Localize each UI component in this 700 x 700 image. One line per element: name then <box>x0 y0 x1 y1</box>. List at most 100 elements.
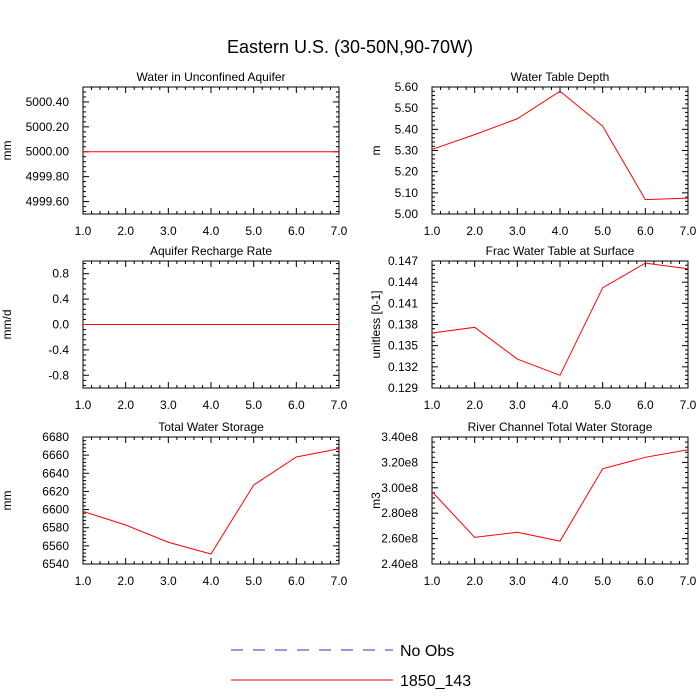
figure-title: Eastern U.S. (30-50N,90-70W) <box>227 37 473 57</box>
chart-panel-3: Aquifer Recharge Rate mm/d 1.0 2.0 3.0 4.0 5.0… <box>0 244 348 412</box>
y-tick-label: 4999.80 <box>26 170 70 184</box>
y-tick-label: 6560 <box>42 539 69 553</box>
chart-panel-4: Frac Water Table at Surface unitless [0-1… <box>369 244 697 412</box>
x-tick-label: 1.0 <box>424 574 441 588</box>
y-tick-label: 2.40e8 <box>381 557 418 571</box>
x-tick-label: 1.0 <box>424 398 441 412</box>
y-axis-label: unitless [0-1] <box>369 290 383 358</box>
legend: No Obs 1850_143 <box>231 643 471 690</box>
series-line-1850_143 <box>431 90 689 201</box>
y-tick-label: -0.8 <box>48 368 69 382</box>
chart-panel-2: Water Table Depth m 1.0 2.0 3.0 4.0 5.0 6.0 7.0 5… <box>369 70 697 238</box>
series-line-1850_143 <box>431 449 689 542</box>
y-tick-label: 5000.00 <box>26 145 70 159</box>
panel-title: Aquifer Recharge Rate <box>150 244 272 258</box>
x-tick-label: 4.0 <box>552 224 569 238</box>
x-tick-label: 3.0 <box>509 224 526 238</box>
x-tick-label: 7.0 <box>331 224 348 238</box>
y-tick-label: 4999.60 <box>26 195 70 209</box>
y-tick-label: 6640 <box>42 466 69 480</box>
x-tick-label: 3.0 <box>509 574 526 588</box>
legend-label-1850-143: 1850_143 <box>400 673 471 690</box>
x-tick-label: 1.0 <box>424 224 441 238</box>
y-tick-label: 0.147 <box>388 254 418 268</box>
x-tick-label: 2.0 <box>117 398 134 412</box>
x-tick-label: 5.0 <box>594 398 611 412</box>
panel-title: Water in Unconfined Aquifer <box>137 70 286 84</box>
x-tick-label: 6.0 <box>637 398 654 412</box>
y-tick-label: 5.30 <box>395 144 419 158</box>
y-tick-label: 5.50 <box>395 101 419 115</box>
y-tick-label: 3.40e8 <box>381 430 418 444</box>
panel-title: Frac Water Table at Surface <box>486 244 635 258</box>
panels-group: Water in Unconfined Aquifer mm 1.0 2.0 3.0 4.… <box>0 70 697 588</box>
y-axis-label: mm <box>0 141 14 161</box>
x-tick-label: 5.0 <box>245 574 262 588</box>
y-tick-label: 0.132 <box>388 360 418 374</box>
y-axis-label: m3 <box>369 492 383 509</box>
x-tick-label: 7.0 <box>680 224 697 238</box>
y-tick-label: 3.20e8 <box>381 455 418 469</box>
x-tick-label: 3.0 <box>509 398 526 412</box>
y-axis-label: mm <box>0 491 14 511</box>
x-tick-label: 6.0 <box>637 224 654 238</box>
y-tick-label: 0.144 <box>388 275 418 289</box>
x-tick-label: 7.0 <box>680 398 697 412</box>
x-tick-label: 6.0 <box>288 574 305 588</box>
series-line-1850_143 <box>431 262 689 376</box>
y-tick-label: 6600 <box>42 503 69 517</box>
x-tick-label: 7.0 <box>680 574 697 588</box>
y-tick-label: 0.8 <box>52 267 69 281</box>
x-tick-label: 6.0 <box>637 574 654 588</box>
legend-label-no-obs: No Obs <box>400 643 454 660</box>
x-tick-label: 2.0 <box>117 574 134 588</box>
chart-panel-6: River Channel Total Water Storage m3 1.0 2.… <box>369 420 697 588</box>
y-tick-label: 5.60 <box>395 80 419 94</box>
x-tick-label: 4.0 <box>203 574 220 588</box>
y-tick-label: 5.20 <box>395 165 419 179</box>
y-tick-label: 5000.20 <box>26 120 70 134</box>
panel-title: Water Table Depth <box>511 70 610 84</box>
x-tick-label: 3.0 <box>160 398 177 412</box>
plot-frame <box>82 86 340 215</box>
plot-frame <box>431 260 689 389</box>
x-tick-label: 1.0 <box>75 224 92 238</box>
y-tick-label: 6660 <box>42 448 69 462</box>
x-tick-label: 1.0 <box>75 574 92 588</box>
y-tick-label: 6580 <box>42 521 69 535</box>
x-tick-label: 3.0 <box>160 574 177 588</box>
x-tick-label: 5.0 <box>245 398 262 412</box>
y-tick-label: 0.129 <box>388 381 418 395</box>
x-tick-label: 5.0 <box>245 224 262 238</box>
panel-title: River Channel Total Water Storage <box>468 420 653 434</box>
y-tick-label: 3.00e8 <box>381 481 418 495</box>
x-tick-label: 4.0 <box>552 574 569 588</box>
y-tick-label: 5.00 <box>395 207 419 221</box>
x-tick-label: 1.0 <box>75 398 92 412</box>
y-tick-label: 2.80e8 <box>381 506 418 520</box>
y-tick-label: 0.0 <box>52 318 69 332</box>
panel-title: Total Water Storage <box>158 420 264 434</box>
y-tick-label: 6620 <box>42 484 69 498</box>
y-tick-label: -0.4 <box>48 343 69 357</box>
series-line-1850_143 <box>82 448 340 555</box>
y-axis-label: mm/d <box>0 310 14 340</box>
x-tick-label: 2.0 <box>466 574 483 588</box>
y-tick-label: 6680 <box>42 430 69 444</box>
x-tick-label: 2.0 <box>466 224 483 238</box>
x-tick-label: 3.0 <box>160 224 177 238</box>
plot-frame <box>431 86 689 215</box>
y-tick-label: 2.60e8 <box>381 532 418 546</box>
x-tick-label: 7.0 <box>331 398 348 412</box>
x-tick-label: 6.0 <box>288 398 305 412</box>
y-tick-label: 0.4 <box>52 292 69 306</box>
y-tick-label: 0.135 <box>388 339 418 353</box>
y-tick-label: 0.138 <box>388 318 418 332</box>
x-tick-label: 5.0 <box>594 574 611 588</box>
x-tick-label: 4.0 <box>203 224 220 238</box>
x-tick-label: 2.0 <box>117 224 134 238</box>
y-tick-label: 5000.40 <box>26 95 70 109</box>
chart-panel-5: Total Water Storage mm 1.0 2.0 3.0 4.0 5.0 6.0 7… <box>0 420 348 588</box>
chart-panel-1: Water in Unconfined Aquifer mm 1.0 2.0 3.0 4.… <box>0 70 348 238</box>
